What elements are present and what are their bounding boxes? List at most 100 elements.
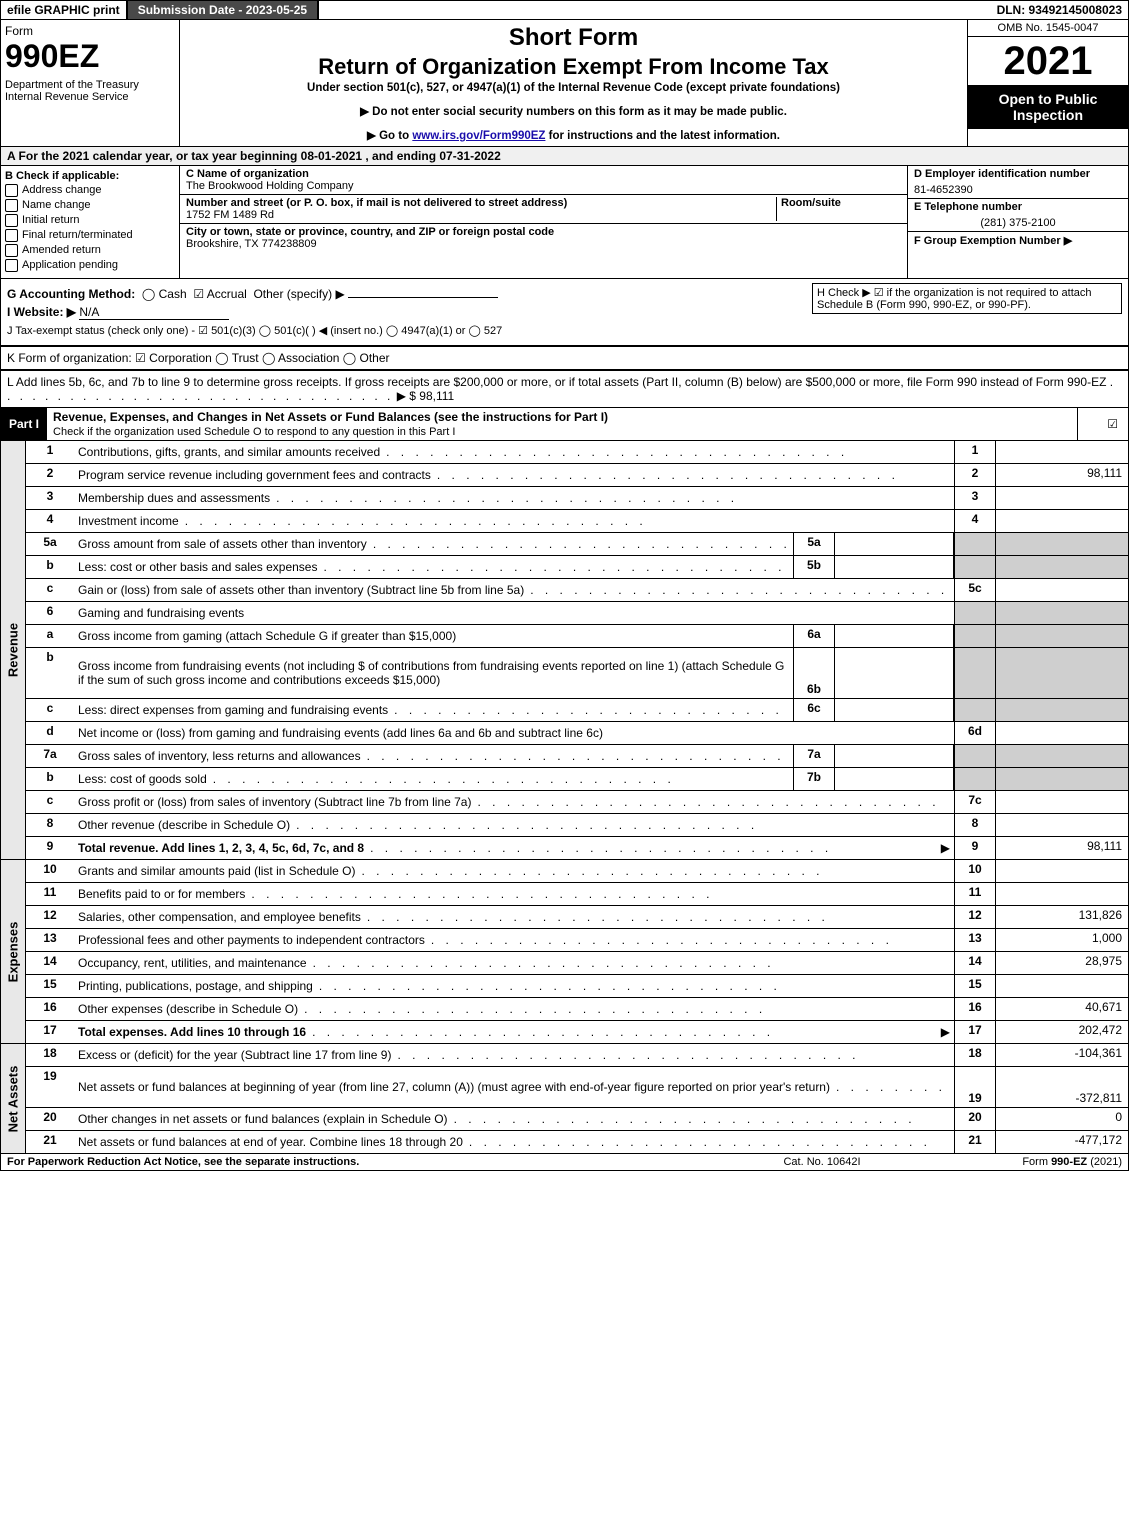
irs-link[interactable]: www.irs.gov/Form990EZ bbox=[412, 130, 545, 142]
line-num: c bbox=[26, 699, 74, 721]
section-bcd: B Check if applicable: Address change Na… bbox=[0, 166, 1129, 279]
dots: . . . . . . . . . . . . . . . . . . . . … bbox=[448, 1112, 950, 1126]
b-title: B Check if applicable: bbox=[5, 170, 175, 182]
line-desc: Grants and similar amounts paid (list in… bbox=[78, 864, 355, 878]
part1-header-row: Part I Revenue, Expenses, and Changes in… bbox=[0, 408, 1129, 441]
chk-label: Address change bbox=[22, 184, 102, 196]
dots: . . . . . . . . . . . . . . . . . . . . … bbox=[380, 445, 950, 459]
line-desc: Printing, publications, postage, and shi… bbox=[78, 979, 313, 993]
line-val: 40,671 bbox=[995, 998, 1128, 1020]
line-val: 131,826 bbox=[995, 906, 1128, 928]
page-footer: For Paperwork Reduction Act Notice, see … bbox=[0, 1154, 1129, 1171]
line-num: a bbox=[26, 625, 74, 647]
footer-cat: Cat. No. 10642I bbox=[722, 1156, 922, 1168]
row-a-tax-year: A For the 2021 calendar year, or tax yea… bbox=[0, 147, 1129, 166]
line-sub: 6c bbox=[793, 699, 835, 721]
line-desc: Gross sales of inventory, less returns a… bbox=[78, 749, 361, 763]
arrow-icon: ▶ bbox=[941, 1025, 950, 1039]
line-num: d bbox=[26, 722, 74, 744]
l-amount: ▶ $ 98,111 bbox=[397, 389, 455, 403]
dots: . . . . . . . . . . . . . . . . . . . . … bbox=[524, 583, 950, 597]
dots: . . . . . . . . . . . . . . . . . . . . … bbox=[361, 749, 789, 763]
ein-label: D Employer identification number bbox=[914, 168, 1090, 180]
dots: . . . . . . . . . . . . . . . . . . . . … bbox=[391, 1048, 950, 1062]
line-ref: 5c bbox=[954, 579, 995, 601]
line-ref: 13 bbox=[954, 929, 995, 951]
col-b-checkboxes: B Check if applicable: Address change Na… bbox=[1, 166, 180, 278]
line-ref-shade bbox=[954, 533, 995, 555]
line-val: -477,172 bbox=[995, 1131, 1128, 1153]
chk-amended-return[interactable] bbox=[5, 244, 18, 257]
chk-label: Amended return bbox=[22, 244, 101, 256]
line-desc: Professional fees and other payments to … bbox=[78, 933, 425, 947]
chk-label: Application pending bbox=[22, 259, 118, 271]
footer-right-bold: 990-EZ bbox=[1051, 1156, 1087, 1168]
revenue-block: Revenue 1Contributions, gifts, grants, a… bbox=[0, 441, 1129, 860]
line-subval bbox=[835, 768, 954, 790]
dots: . . . . . . . . . . . . . . . . . . . . … bbox=[307, 956, 950, 970]
dots: . . . . . . . . . . . . . . . . . . . . … bbox=[830, 1080, 950, 1094]
omb-number: OMB No. 1545-0047 bbox=[968, 20, 1128, 37]
line-desc: Excess or (deficit) for the year (Subtra… bbox=[78, 1048, 391, 1062]
line-ref-shade bbox=[954, 602, 995, 624]
line-val-shade bbox=[995, 768, 1128, 790]
line-subval bbox=[835, 533, 954, 555]
line-desc: Less: cost of goods sold bbox=[78, 772, 207, 786]
line-subval bbox=[835, 745, 954, 767]
line-val: 98,111 bbox=[995, 837, 1128, 859]
line-ref-shade bbox=[954, 648, 995, 698]
chk-initial-return[interactable] bbox=[5, 214, 18, 227]
dots: . . . . . . . . . . . . . . . . . . . . … bbox=[245, 887, 950, 901]
section-h-box: H Check ▶ ☑ if the organization is not r… bbox=[812, 283, 1122, 314]
line-ref: 12 bbox=[954, 906, 995, 928]
chk-application-pending[interactable] bbox=[5, 259, 18, 272]
return-title: Return of Organization Exempt From Incom… bbox=[184, 54, 963, 80]
tax-year: 2021 bbox=[968, 37, 1128, 85]
line-val: 1,000 bbox=[995, 929, 1128, 951]
ein-value: 81-4652390 bbox=[908, 182, 1128, 199]
line-desc: Salaries, other compensation, and employ… bbox=[78, 910, 361, 924]
line-val bbox=[995, 975, 1128, 997]
header-center: Short Form Return of Organization Exempt… bbox=[180, 20, 967, 146]
department-label: Department of the Treasury Internal Reve… bbox=[5, 79, 175, 103]
line-val bbox=[995, 814, 1128, 836]
line-num: 16 bbox=[26, 998, 74, 1020]
line-num: 4 bbox=[26, 510, 74, 532]
footer-right-pre: Form bbox=[1022, 1156, 1051, 1168]
section-k: K Form of organization: ☑ Corporation ◯ … bbox=[0, 346, 1129, 370]
line-desc: Gross amount from sale of assets other t… bbox=[78, 537, 367, 551]
line-desc: Gain or (loss) from sale of assets other… bbox=[78, 583, 524, 597]
header-left: Form 990EZ Department of the Treasury In… bbox=[1, 20, 180, 146]
line-num: c bbox=[26, 791, 74, 813]
line-num: 3 bbox=[26, 487, 74, 509]
line-subval bbox=[835, 648, 954, 698]
chk-address-change[interactable] bbox=[5, 184, 18, 197]
line-ref: 20 bbox=[954, 1108, 995, 1130]
efile-label[interactable]: efile GRAPHIC print bbox=[1, 1, 128, 19]
dots: . . . . . . . . . . . . . . . . . . . . … bbox=[298, 1002, 950, 1016]
line-num: 14 bbox=[26, 952, 74, 974]
footer-left: For Paperwork Reduction Act Notice, see … bbox=[7, 1156, 722, 1168]
dots: . . . . . . . . . . . . . . . . . . . . … bbox=[306, 1025, 941, 1039]
line-sub: 7b bbox=[793, 768, 835, 790]
line-num: 19 bbox=[26, 1067, 74, 1107]
g-other-blank[interactable] bbox=[348, 297, 498, 298]
line-desc: Occupancy, rent, utilities, and maintena… bbox=[78, 956, 307, 970]
dots: . . . . . . . . . . . . . . . . . . . . … bbox=[425, 933, 950, 947]
line-val-shade bbox=[995, 602, 1128, 624]
line-val: 0 bbox=[995, 1108, 1128, 1130]
line-desc: Net income or (loss) from gaming and fun… bbox=[78, 726, 603, 740]
chk-name-change[interactable] bbox=[5, 199, 18, 212]
expenses-block: Expenses 10Grants and similar amounts pa… bbox=[0, 860, 1129, 1044]
line-desc: Total revenue. Add lines 1, 2, 3, 4, 5c,… bbox=[78, 841, 364, 855]
dln-label: DLN: 93492145008023 bbox=[991, 1, 1128, 19]
chk-label: Final return/terminated bbox=[22, 229, 133, 241]
line-num: c bbox=[26, 579, 74, 601]
chk-final-return[interactable] bbox=[5, 229, 18, 242]
line-val: 98,111 bbox=[995, 464, 1128, 486]
arrow-icon: ▶ bbox=[941, 841, 950, 855]
form-word: Form bbox=[5, 24, 175, 38]
line-num: 10 bbox=[26, 860, 74, 882]
section-ghijkl: H Check ▶ ☑ if the organization is not r… bbox=[0, 279, 1129, 346]
dots: . . . . . . . . . . . . . . . . . . . . … bbox=[355, 864, 950, 878]
